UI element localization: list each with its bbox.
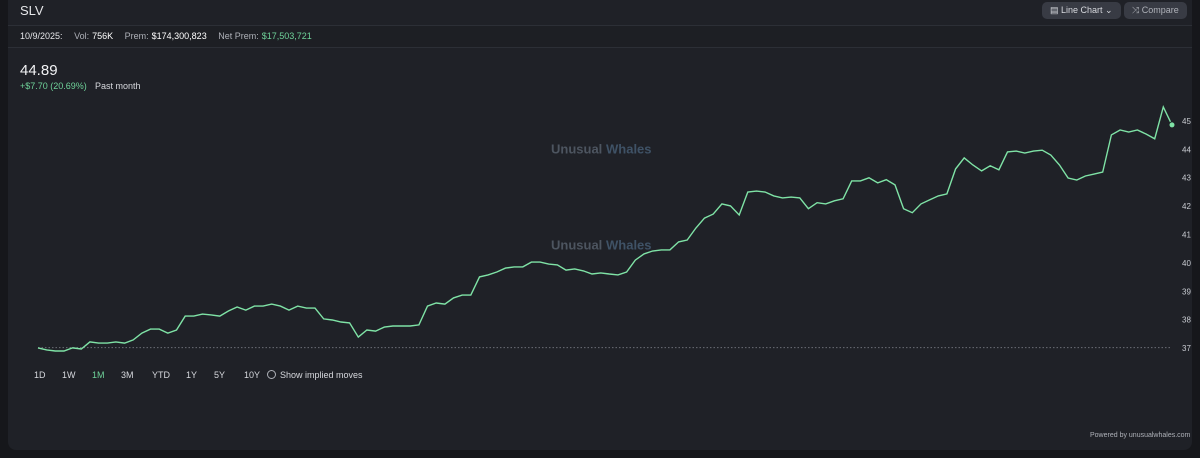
y-tick-label: 40	[1182, 259, 1191, 268]
label: Net Prem:	[218, 31, 259, 41]
y-tick-label: 44	[1182, 145, 1191, 154]
range-button[interactable]: 1Y	[186, 370, 198, 380]
vol: 756K	[92, 31, 114, 41]
range-button[interactable]: 3M	[121, 370, 134, 380]
range-button[interactable]: 1M	[92, 370, 105, 380]
y-tick-label: 38	[1182, 316, 1191, 325]
last-point	[1168, 121, 1176, 129]
y-tick-label: 43	[1182, 174, 1191, 183]
range-button[interactable]: 1D	[34, 370, 46, 380]
footer: Powered by unusualwhales.com	[1090, 432, 1191, 439]
y-tick-label: 37	[1182, 344, 1191, 353]
range-button[interactable]: YTD	[152, 370, 170, 380]
label: Prem:	[124, 31, 149, 41]
y-tick-label: 45	[1182, 117, 1191, 126]
implied-moves-toggle[interactable]: Show implied moves	[267, 370, 363, 380]
price: 44.89	[20, 62, 58, 79]
range-button[interactable]: 5Y	[214, 370, 226, 380]
panel: SLV ▤ Line Chart ⌄ ⤨ Compare 10/9/2025: …	[8, 0, 1192, 450]
button-label: Line Chart	[1061, 5, 1103, 15]
price-line	[37, 105, 1173, 352]
implied-moves-label: Show implied moves	[280, 370, 363, 380]
y-tick-label: 41	[1182, 231, 1191, 240]
watermark: Unusual Whales Unusual Whales	[551, 141, 652, 252]
change: +$7.70 (20.69%)	[20, 81, 87, 91]
checkbox[interactable]	[267, 370, 276, 379]
symbol[interactable]: SLV	[20, 3, 44, 18]
y-tick-label: 42	[1182, 202, 1191, 211]
range-button[interactable]: 1W	[62, 370, 76, 380]
watermark-text: Whales	[606, 237, 652, 252]
watermark-text: Unusual	[551, 141, 602, 156]
watermark-text: Whales	[606, 141, 652, 156]
range-buttons: 1D 1W 1M 3M YTD 1Y 5Y 10Y Show implied moves	[8, 370, 608, 384]
label: Vol:	[74, 31, 90, 41]
line-chart-button[interactable]: ▤ Line Chart ⌄	[1042, 2, 1121, 19]
range-button[interactable]: 10Y	[244, 370, 261, 380]
button-label: Compare	[1141, 5, 1179, 15]
date: 10/9/2025:	[20, 31, 63, 41]
prem: $174,300,823	[151, 31, 207, 41]
period: Past month	[95, 81, 141, 91]
net-prem: $17,503,721	[261, 31, 312, 41]
compare-button[interactable]: ⤨ Compare	[1124, 2, 1187, 19]
watermark-text: Unusual	[551, 237, 602, 252]
y-tick-label: 39	[1182, 287, 1191, 296]
stats-row: 10/9/2025: Vol: 756K Prem: $174,300,823 Ne…	[8, 25, 1192, 48]
